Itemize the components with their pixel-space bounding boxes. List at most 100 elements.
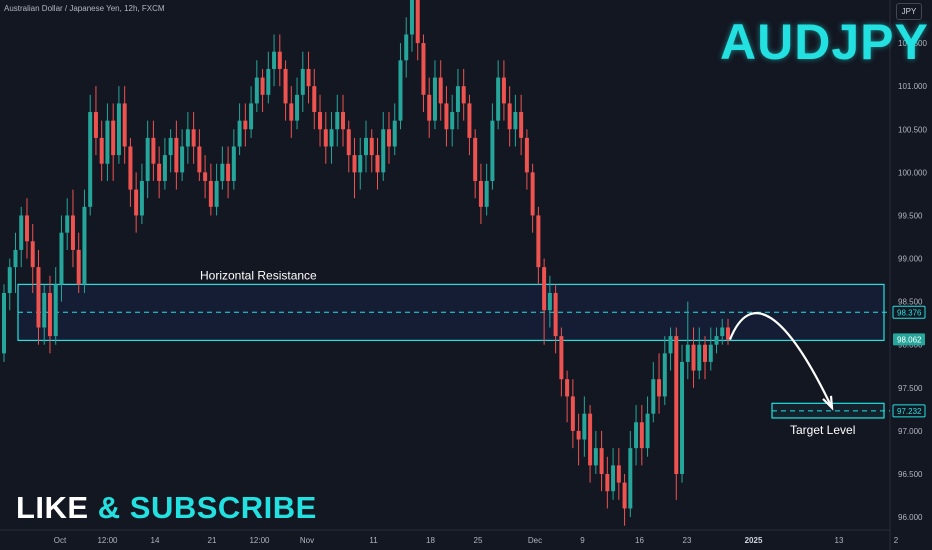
candle-body	[576, 430, 581, 440]
resistance-price-badge: 98.376	[897, 308, 922, 317]
candle-body	[329, 129, 334, 147]
candle-body	[93, 112, 98, 138]
candle-body	[507, 103, 512, 130]
candle-body	[386, 129, 391, 147]
candle-body	[174, 137, 179, 173]
y-tick-label: 101.500	[898, 39, 927, 48]
x-tick-label: 2025	[745, 536, 763, 545]
candle-body	[708, 344, 713, 362]
candle-body	[582, 413, 587, 440]
x-tick-label: 9	[580, 536, 585, 545]
candle-body	[197, 146, 202, 173]
candle-body	[691, 344, 696, 371]
x-tick-label: 18	[426, 536, 435, 545]
candle-body	[444, 103, 449, 130]
candle-body	[47, 293, 52, 337]
y-tick-label: 97.000	[898, 427, 923, 436]
candle-body	[634, 422, 639, 449]
candle-body	[369, 137, 374, 156]
candle-body	[524, 137, 529, 173]
candle-body	[99, 137, 104, 164]
x-tick-label: 11	[369, 536, 378, 545]
x-tick-label: 12:00	[249, 536, 270, 545]
candle-body	[283, 68, 288, 104]
candle-body	[432, 77, 437, 121]
candle-body	[30, 241, 35, 268]
candle-body	[565, 379, 570, 397]
candle-body	[553, 293, 558, 337]
target-price-badge-bg	[892, 404, 926, 418]
candle-body	[208, 180, 213, 207]
candle-body	[593, 448, 598, 466]
candle-body	[611, 465, 616, 492]
candle-body	[559, 336, 564, 380]
candle-body	[226, 163, 231, 181]
candle-body	[645, 413, 650, 449]
candle-body	[622, 482, 627, 509]
candle-body	[306, 68, 311, 87]
candle-body	[398, 60, 403, 121]
candle-body	[295, 94, 300, 121]
x-tick-label: Nov	[300, 536, 314, 545]
candle-body	[76, 249, 81, 285]
candle-body	[88, 112, 93, 207]
x-tick-label: 16	[635, 536, 644, 545]
candle-body	[680, 361, 685, 474]
y-tick-label: 96.500	[898, 470, 923, 479]
candle-body	[237, 120, 242, 147]
candle-body	[151, 137, 156, 164]
candle-body	[185, 129, 190, 147]
candle-body	[455, 86, 460, 113]
y-tick-label: 98.500	[898, 298, 923, 307]
candle-body	[19, 215, 24, 250]
y-tick-label: 97.500	[898, 384, 923, 393]
symbol-label: Australian Dollar / Japanese Yen, 12h, F…	[4, 4, 165, 13]
candle-body	[542, 267, 547, 311]
y-tick-label: 99.000	[898, 255, 923, 264]
candle-body	[616, 465, 621, 483]
target-label: Target Level	[790, 423, 855, 437]
candle-body	[162, 155, 167, 181]
candle-body	[266, 68, 271, 95]
candle-body	[13, 249, 18, 268]
candle-body	[674, 336, 679, 474]
candle-body	[272, 51, 277, 69]
candle-body	[409, 0, 414, 35]
candle-body	[685, 344, 690, 362]
y-tick-label: 99.500	[898, 211, 923, 220]
candle-body	[203, 172, 208, 181]
candle-body	[697, 344, 702, 371]
current-price-badge-bg	[893, 333, 925, 346]
candle-body	[714, 336, 719, 345]
candle-body	[157, 163, 162, 181]
x-tick-label: 13	[835, 536, 844, 545]
candle-body	[220, 163, 225, 181]
candle-body	[352, 155, 357, 173]
candle-body	[168, 137, 173, 156]
candle-body	[358, 155, 363, 173]
x-tick-label: 14	[151, 536, 160, 545]
candle-body	[461, 86, 466, 104]
candle-body	[82, 206, 87, 285]
x-tick-label: Oct	[54, 536, 67, 545]
candle-body	[639, 422, 644, 449]
candle-body	[122, 103, 127, 147]
candle-body	[214, 180, 219, 207]
candle-body	[570, 396, 575, 431]
candle-body	[65, 215, 70, 233]
candle-body	[628, 448, 633, 509]
currency-button[interactable]: JPY	[896, 3, 922, 20]
candle-body	[519, 112, 524, 138]
candle-body	[599, 448, 604, 474]
candle-body	[341, 112, 346, 130]
target-price-badge: 97.232	[897, 407, 922, 416]
candle-body	[7, 267, 12, 294]
candle-body	[300, 68, 305, 95]
candle-body	[478, 180, 483, 207]
candle-body	[375, 155, 380, 173]
candle-body	[36, 267, 41, 328]
x-tick-label: 12:00	[97, 536, 118, 545]
candle-body	[180, 146, 185, 173]
candle-body	[404, 34, 409, 61]
